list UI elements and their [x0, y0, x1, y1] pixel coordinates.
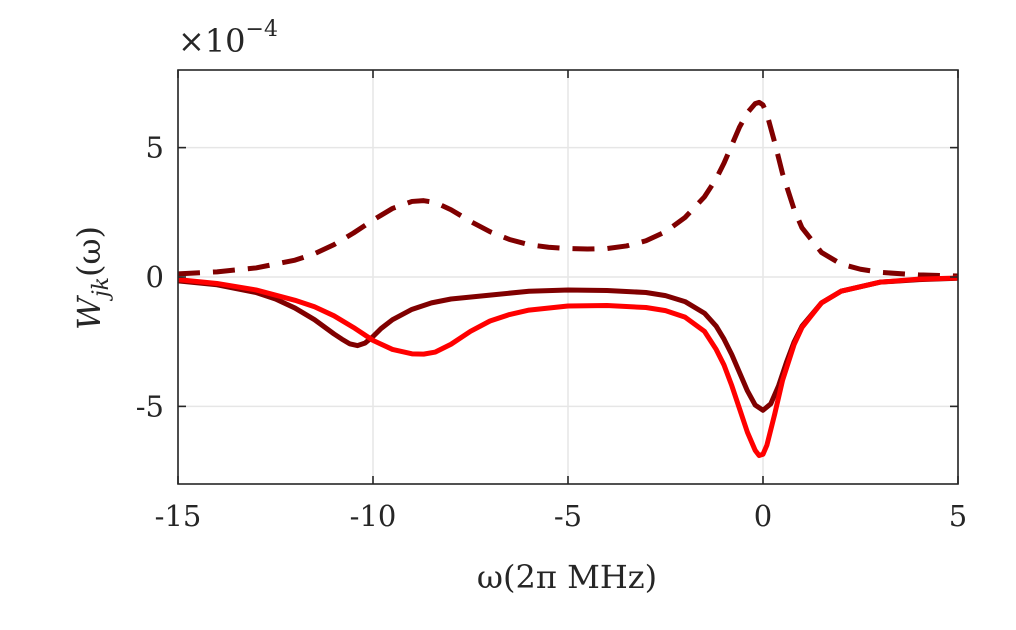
- exponent-prefix: ×10: [178, 22, 246, 60]
- x-tick-label: 0: [754, 499, 772, 533]
- x-tick-label: -10: [350, 499, 397, 533]
- x-tick-label: -5: [554, 499, 582, 533]
- x-axis-label: ω(2π MHz): [477, 558, 657, 596]
- series-line-2: [177, 275, 959, 459]
- y-axis-label-main: W: [70, 294, 108, 330]
- y-tick-label: -5: [136, 389, 164, 423]
- x-tick-label: 5: [949, 499, 967, 533]
- y-exponent-label: ×10−4: [178, 17, 278, 60]
- y-axis-label: Wjk(ω): [70, 226, 114, 330]
- series-line-0: [177, 99, 959, 279]
- axes: -15 -10 -5 0 5 -5 0 5: [136, 69, 967, 533]
- grid: [177, 70, 959, 484]
- y-axis-label-sub: jk: [89, 277, 114, 302]
- y-axis-label-arg: (ω): [70, 226, 108, 277]
- x-tick-label: -15: [155, 499, 202, 533]
- y-tick-label: 0: [146, 260, 164, 294]
- y-tick-label: 5: [146, 131, 164, 165]
- plot-area: [177, 99, 959, 459]
- exponent-power: −4: [246, 17, 278, 42]
